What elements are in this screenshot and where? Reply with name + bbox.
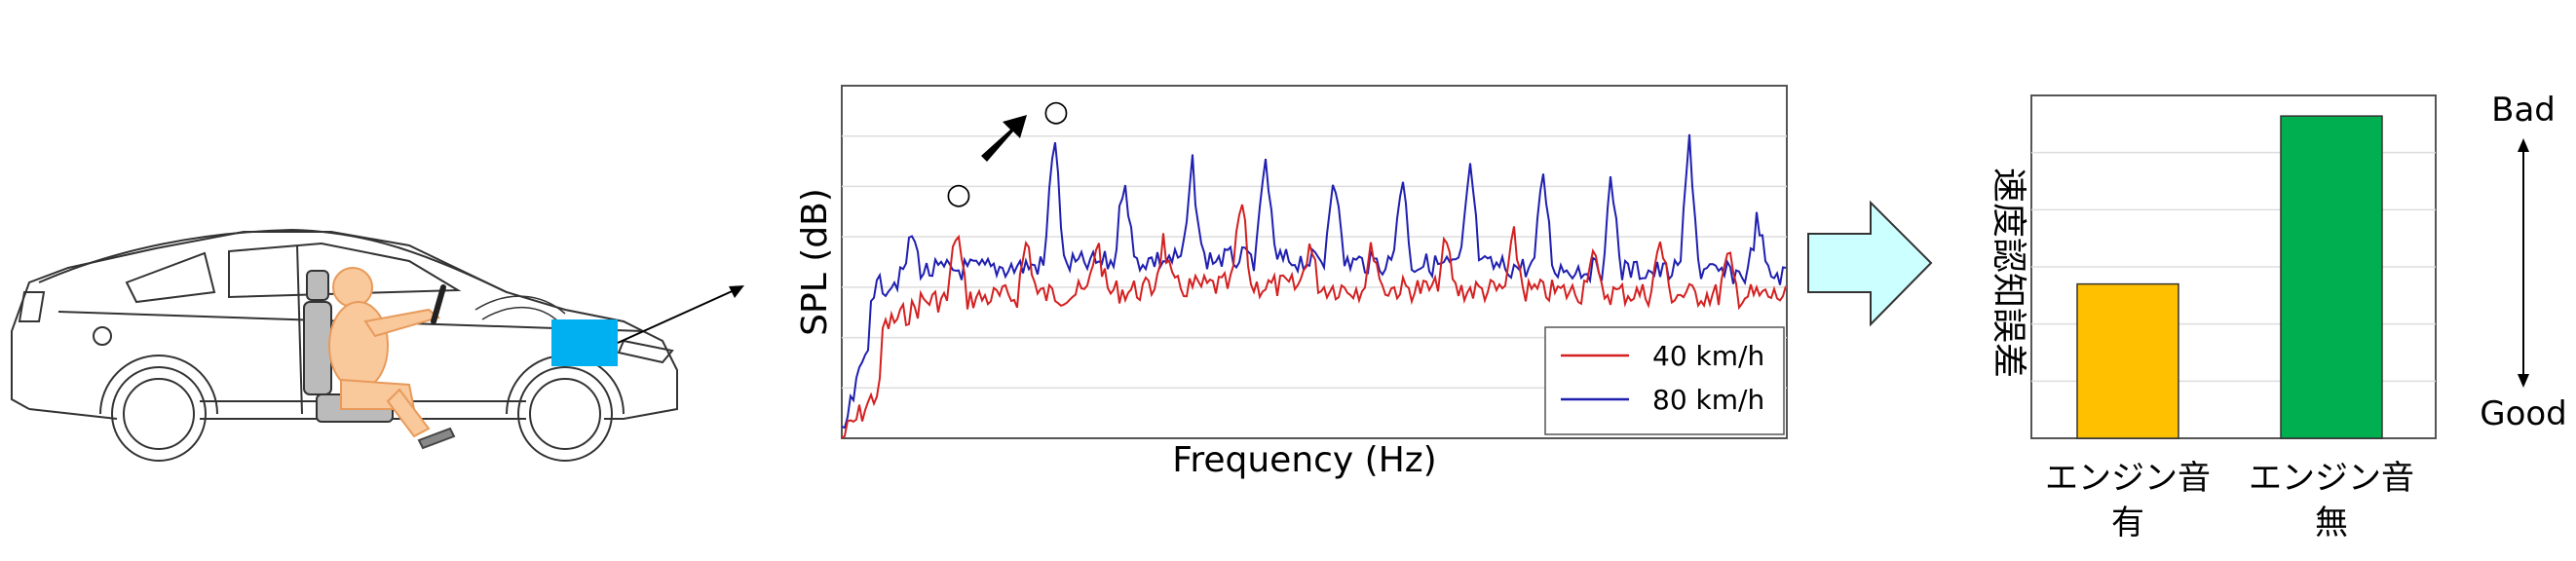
car-front-window xyxy=(228,242,462,299)
car-b-pillar xyxy=(296,244,303,415)
bar-category-1-line-1: エンジン音 xyxy=(2249,459,2414,498)
car-rear-wheel-rim xyxy=(123,378,195,450)
car-front-wheel-tire xyxy=(517,366,613,462)
marker-40kmh-peak: ○ xyxy=(946,177,971,211)
marker-80kmh-peak: ○ xyxy=(1043,94,1069,129)
bar-engine-sound-off xyxy=(2280,115,2383,439)
car-seat-headrest xyxy=(306,270,329,301)
spectrum-series xyxy=(841,133,1787,439)
bar-category-0-line-2: 有 xyxy=(2111,504,2144,542)
car-rear-arch xyxy=(99,355,218,415)
series-line-40kmh xyxy=(841,204,1787,439)
bar-category-0-line-1: エンジン音 xyxy=(2045,459,2211,498)
car-front-wheel-rim xyxy=(529,378,601,450)
spectrum-legend: 40 km/h 80 km/h xyxy=(1544,326,1785,435)
legend-box xyxy=(1544,326,1785,435)
driver-arm xyxy=(363,308,441,338)
speaker-icon xyxy=(551,319,618,366)
series-line-80kmh xyxy=(841,133,1787,430)
bar-scale-arrowhead-down xyxy=(2518,374,2529,388)
spectrum-ylabel: SPL (dB) xyxy=(795,188,835,336)
sound-direction-arrow xyxy=(617,287,739,344)
car-fuel-cap xyxy=(93,326,112,346)
shift-arrow-icon xyxy=(981,115,1027,162)
car-seat-back xyxy=(303,301,332,395)
legend-label-40kmh: 40 km/h xyxy=(1652,340,1764,372)
bar-engine-sound-on xyxy=(2076,282,2179,439)
driver-torso xyxy=(328,301,389,391)
spectrum-chart: SPL (dB) Frequency (Hz) ○ ○ 40 km/h 80 k… xyxy=(795,85,1788,480)
driver-figure xyxy=(328,267,441,438)
driver-shin xyxy=(386,388,431,438)
bar-scale-arrowhead-up xyxy=(2518,138,2529,152)
bar-scale-bottom-label: Good xyxy=(2480,394,2567,433)
bar-category-1-line-2: 無 xyxy=(2315,504,2348,542)
legend-label-80kmh: 80 km/h xyxy=(1652,384,1764,416)
bar-chart: 速度認知誤差 エンジン音 有 エンジン音 無 Bad Good xyxy=(1989,91,2567,542)
car-rear-wheel-tire xyxy=(111,366,207,462)
dashboard-lines xyxy=(474,295,566,324)
process-arrow-icon xyxy=(1807,200,1933,327)
steering-wheel-icon xyxy=(431,284,446,324)
car-roof xyxy=(38,228,508,293)
sound-direction-arrowhead xyxy=(729,285,744,298)
spectrum-xlabel: Frequency (Hz) xyxy=(1172,440,1436,480)
bar-scale-top-label: Bad xyxy=(2491,91,2556,130)
car-rear-window xyxy=(125,251,216,304)
driver-head xyxy=(332,267,373,308)
car-taillight xyxy=(18,291,46,322)
bar-ylabel: 速度認知誤差 xyxy=(1989,168,2028,378)
car-headlight xyxy=(617,339,674,364)
pedal-icon xyxy=(417,427,456,450)
